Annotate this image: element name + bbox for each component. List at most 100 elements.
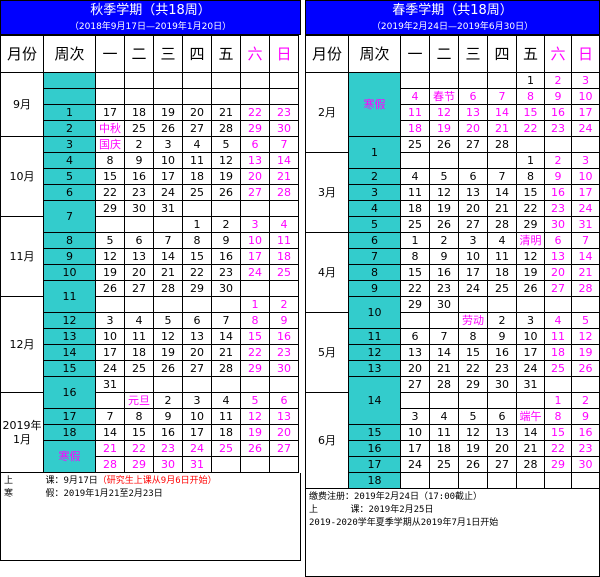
table-row: 8 5 6 7 8 9 10 11 bbox=[1, 232, 299, 249]
note-line: 寒 假：2019年1月21至2月23日 bbox=[4, 488, 297, 501]
day-cell: 30 bbox=[429, 296, 459, 313]
day-cell: 24 bbox=[516, 360, 545, 377]
day-cell: 3 bbox=[458, 232, 488, 249]
day-cell bbox=[124, 216, 154, 233]
spring-calendar-table: 月份 周次一二三四五六日 2月 寒假 1 2 3 4 春节 6 7 8 9 10 11 12 13 14 15 16 1… bbox=[305, 35, 600, 489]
day-cell: 22 bbox=[182, 264, 212, 281]
day-cell: 25 bbox=[400, 216, 430, 233]
table-row: 2 4 5 6 7 8 9 10 bbox=[306, 168, 600, 185]
day-cell: 17 bbox=[571, 104, 600, 121]
day-cell: 11 bbox=[544, 328, 572, 345]
table-row: 11 12 13 14 15 16 17 bbox=[306, 104, 600, 121]
day-cell: 15 bbox=[516, 184, 545, 201]
month-cell: 3月 bbox=[305, 152, 349, 233]
day-cell: 5 bbox=[95, 232, 125, 249]
day-cell: 13 bbox=[240, 152, 270, 169]
day-cell bbox=[516, 392, 545, 409]
day-cell: 20 bbox=[487, 440, 517, 457]
day-cell bbox=[211, 72, 241, 89]
day-cell: 21 bbox=[487, 200, 517, 217]
day-cell: 18 bbox=[429, 440, 459, 457]
day-cell: 6 bbox=[182, 312, 212, 329]
week-number-cell: 14 bbox=[43, 344, 96, 361]
day-cell: 17 bbox=[400, 440, 430, 457]
day-cell: 8 bbox=[516, 168, 545, 185]
day-cell: 30 bbox=[269, 120, 299, 137]
column-header: 月份 bbox=[305, 35, 349, 73]
week-number-cell: 1 bbox=[43, 104, 96, 121]
day-cell: 25 bbox=[400, 136, 430, 153]
week-number-cell: 15 bbox=[348, 424, 401, 441]
day-cell: 24 bbox=[153, 184, 183, 201]
column-header: 二 bbox=[429, 35, 459, 73]
month-cell: 2019年1月 bbox=[0, 392, 44, 473]
day-cell: 3 bbox=[153, 136, 183, 153]
day-cell: 17 bbox=[240, 248, 270, 265]
day-cell: 6 bbox=[400, 328, 430, 345]
day-cell: 9 bbox=[544, 88, 572, 105]
month-cell: 4月 bbox=[305, 232, 349, 313]
day-cell: 中秋 bbox=[95, 120, 125, 137]
day-cell bbox=[95, 392, 125, 409]
day-cell: 20 bbox=[124, 264, 154, 281]
day-cell: 25 bbox=[487, 280, 517, 297]
day-cell: 3 bbox=[240, 216, 270, 233]
day-cell bbox=[153, 296, 183, 313]
day-cell bbox=[544, 472, 572, 489]
week-number-cell: 9 bbox=[43, 248, 96, 265]
table-row: 13 20 21 22 23 24 25 26 bbox=[306, 360, 600, 377]
column-header: 日 bbox=[571, 35, 600, 73]
day-cell: 12 bbox=[240, 408, 270, 425]
day-cell: 29 bbox=[516, 216, 545, 233]
table-row: 9 22 23 24 25 26 27 28 bbox=[306, 280, 600, 297]
week-number-cell: 1 bbox=[348, 136, 401, 169]
table-row: 1 25 26 27 28 bbox=[306, 136, 600, 169]
day-cell bbox=[400, 472, 430, 489]
table-row: 13 10 11 12 13 14 15 16 bbox=[1, 328, 299, 345]
day-cell bbox=[400, 152, 430, 169]
day-cell bbox=[429, 392, 459, 409]
day-cell: 17 bbox=[95, 344, 125, 361]
day-cell bbox=[95, 72, 125, 89]
month-cell: 6月 bbox=[305, 392, 349, 489]
day-cell: 24 bbox=[240, 264, 270, 281]
note-text: 9月17日 bbox=[63, 476, 98, 486]
day-cell: 28 bbox=[571, 280, 600, 297]
day-cell: 3 bbox=[400, 408, 430, 425]
table-row: 8 15 16 17 18 19 20 21 bbox=[306, 264, 600, 281]
table-row: 2月 寒假 1 2 3 bbox=[305, 72, 600, 153]
day-cell: 24 bbox=[571, 200, 600, 217]
day-cell: 21 bbox=[211, 104, 241, 121]
table-row: 1 17 18 19 20 21 22 23 bbox=[1, 104, 299, 121]
day-cell bbox=[211, 200, 241, 217]
day-cell: 29 bbox=[400, 296, 430, 313]
day-cell: 19 bbox=[95, 264, 125, 281]
table-row: 11月 1 2 3 4 bbox=[0, 216, 299, 297]
day-cell: 10 bbox=[458, 248, 488, 265]
day-cell bbox=[487, 152, 517, 169]
day-cell: 2 bbox=[544, 72, 572, 89]
day-cell bbox=[95, 296, 125, 313]
day-cell: 1 bbox=[544, 392, 572, 409]
day-cell: 14 bbox=[95, 424, 125, 441]
day-cell: 26 bbox=[153, 360, 183, 377]
day-cell: 21 bbox=[211, 344, 241, 361]
day-cell: 25 bbox=[544, 360, 572, 377]
day-cell: 5 bbox=[240, 392, 270, 409]
day-cell: 20 bbox=[544, 264, 572, 281]
day-cell bbox=[269, 456, 299, 473]
week-number-cell: 16 bbox=[348, 440, 401, 457]
day-cell: 18 bbox=[124, 104, 154, 121]
day-cell: 23 bbox=[124, 184, 154, 201]
day-cell: 8 bbox=[182, 232, 212, 249]
day-cell: 30 bbox=[269, 360, 299, 377]
day-cell: 29 bbox=[240, 120, 270, 137]
day-cell bbox=[544, 376, 572, 393]
table-row: 18 bbox=[306, 472, 600, 489]
day-cell: 21 bbox=[95, 440, 125, 457]
day-cell bbox=[95, 88, 125, 105]
day-cell: 12 bbox=[516, 248, 545, 265]
table-row: 17 7 8 9 10 11 12 13 bbox=[1, 408, 299, 425]
day-cell: 22 bbox=[458, 360, 488, 377]
day-cell: 30 bbox=[211, 280, 241, 297]
